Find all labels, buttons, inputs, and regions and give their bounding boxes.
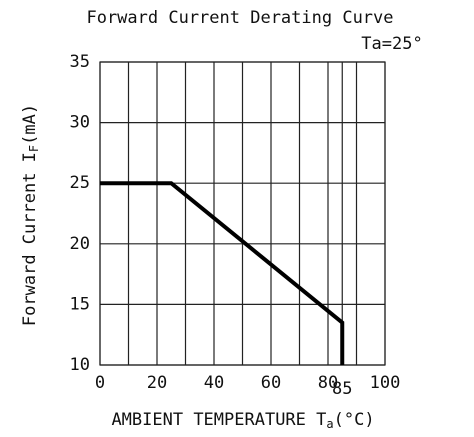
x-label-unit: (°C) [334, 410, 375, 430]
x-label-sub: a [326, 417, 333, 431]
y-tick-label: 10 [70, 355, 90, 375]
x-label-main: AMBIENT TEMPERATURE T [111, 410, 326, 430]
y-tick-label: 30 [70, 113, 90, 133]
y-axis-label: Forward Current IF(mA) [20, 104, 41, 326]
x-tick-label: 20 [147, 373, 167, 393]
x-tick-label: 60 [261, 373, 281, 393]
y-tick-label: 35 [70, 52, 90, 72]
x-tick-label: 0 [95, 373, 105, 393]
y-label-unit: (mA) [20, 104, 40, 145]
y-tick-label: 20 [70, 234, 90, 254]
series-line [100, 181, 345, 365]
x-tick-label: 80 [318, 373, 338, 393]
x-axis-label: AMBIENT TEMPERATURE Ta(°C) [111, 410, 374, 431]
chart-title: Forward Current Derating Curve [86, 8, 393, 28]
y-label-sub: F [27, 145, 41, 152]
y-tick-label: 25 [70, 173, 90, 193]
annotation: Ta=25° [361, 34, 422, 54]
y-tick-label: 15 [70, 294, 90, 314]
x-tick-label: 85 [332, 379, 352, 399]
x-tick-label: 40 [204, 373, 224, 393]
y-label-main: Forward Current I [20, 152, 40, 326]
x-tick-label: 100 [370, 373, 401, 393]
